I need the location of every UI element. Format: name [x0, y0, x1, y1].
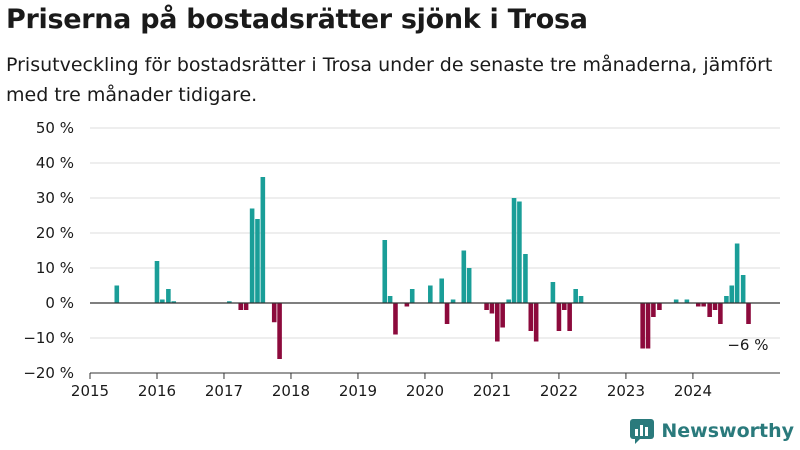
x-tick-label: 2023 — [607, 382, 645, 400]
bar-negative — [657, 303, 662, 310]
bar-positive — [114, 285, 120, 303]
bar-negative — [562, 303, 567, 310]
bar-positive — [255, 219, 260, 303]
bar-negative — [500, 303, 505, 328]
brand-name: Newsworthy — [661, 420, 794, 442]
x-tick-label: 2015 — [71, 382, 109, 400]
bar-negative — [243, 303, 249, 310]
bar-negative — [495, 303, 500, 342]
bar-positive — [227, 301, 232, 303]
bar-positive — [517, 201, 522, 303]
bar-positive — [387, 296, 393, 303]
y-tick-label: −20 % — [23, 364, 74, 382]
x-tick-label: 2024 — [674, 382, 712, 400]
x-tick-label: 2019 — [339, 382, 377, 400]
bar-positive — [684, 299, 690, 303]
last-value-annotation: −6 % — [727, 336, 768, 354]
bar-negative — [701, 303, 706, 307]
bar-negative — [271, 303, 277, 323]
x-tick-label: 2018 — [272, 382, 310, 400]
bar-positive — [461, 250, 467, 303]
bar-positive — [249, 208, 255, 303]
bar-positive — [734, 243, 740, 303]
y-tick-label: 10 % — [36, 259, 74, 277]
x-tick-label: 2016 — [138, 382, 176, 400]
bar-negative — [651, 303, 656, 317]
bar-negative — [640, 303, 645, 349]
x-tick-label: 2017 — [205, 382, 243, 400]
bar-negative — [533, 303, 539, 342]
y-tick-label: 40 % — [36, 154, 74, 172]
bar-negative — [393, 303, 398, 335]
bar-negative — [718, 303, 723, 324]
bar-positive — [466, 268, 472, 303]
bar-negative — [277, 303, 282, 359]
bar-negative — [238, 303, 244, 310]
bar-negative — [707, 303, 712, 317]
bar-negative — [712, 303, 718, 310]
bar-positive — [154, 261, 160, 303]
bar-negative — [489, 303, 495, 314]
chart-subtitle: Prisutveckling för bostadsrätter i Trosa… — [6, 54, 773, 106]
x-tick-label: 2020 — [406, 382, 444, 400]
x-tick-label: 2022 — [540, 382, 578, 400]
newsworthy-logo-icon — [630, 419, 655, 444]
bar-positive — [160, 299, 165, 303]
bar-positive — [409, 289, 415, 303]
bar-positive — [740, 275, 746, 303]
bar-negative — [645, 303, 651, 349]
bar-positive — [573, 289, 578, 303]
bar-negative — [404, 303, 410, 307]
bar-negative — [484, 303, 489, 310]
bar-positive — [166, 289, 171, 303]
bar-positive — [550, 282, 556, 303]
bar-positive — [439, 278, 444, 303]
bar-positive — [724, 296, 729, 303]
bar-negative — [528, 303, 534, 331]
y-tick-label: 0 % — [45, 294, 74, 312]
bar-positive — [673, 299, 679, 303]
bar-positive — [450, 299, 456, 303]
bar-negative — [746, 303, 751, 324]
bar-positive — [260, 177, 266, 303]
x-tick-label: 2021 — [473, 382, 511, 400]
bar-positive — [171, 301, 177, 303]
brand-logo: Newsworthy — [629, 418, 794, 444]
bar-negative — [556, 303, 562, 331]
chart-title: Priserna på bostadsrätter sjönk i Trosa — [6, 4, 588, 35]
bar-positive — [506, 299, 511, 303]
bar-negative — [695, 303, 701, 307]
bar-positive — [578, 296, 584, 303]
y-tick-label: 30 % — [36, 189, 74, 207]
bar-positive — [382, 240, 388, 303]
bar-positive — [428, 285, 433, 303]
bar-negative — [444, 303, 450, 324]
bar-positive — [729, 285, 735, 303]
y-tick-label: −10 % — [23, 329, 74, 347]
bar-negative — [567, 303, 572, 331]
bar-positive — [511, 198, 517, 303]
y-tick-label: 20 % — [36, 224, 74, 242]
y-tick-label: 50 % — [36, 119, 74, 137]
bar-positive — [523, 254, 528, 303]
